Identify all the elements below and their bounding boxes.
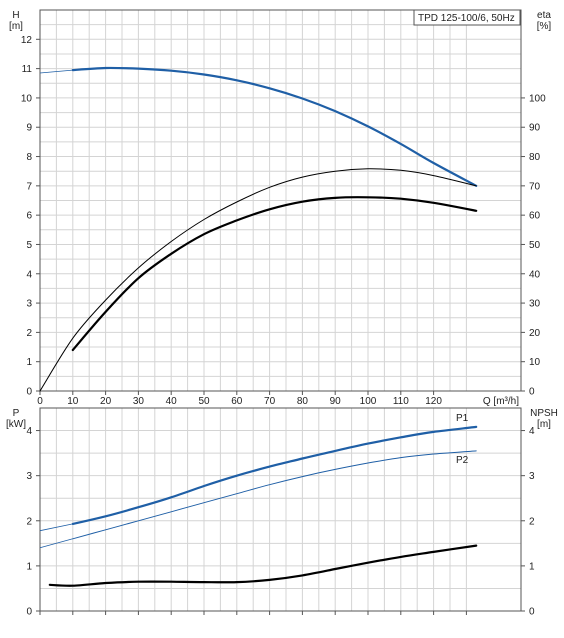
title-box-frame: [413, 9, 521, 26]
y-left-tick-label: 2: [26, 516, 32, 527]
y-left-axis-title: H: [12, 10, 19, 21]
y-right-tick-label: 90: [529, 123, 541, 134]
y-right-tick-label: 10: [529, 357, 541, 368]
x-tick-label: 50: [198, 396, 210, 407]
y-right-tick-label: 4: [529, 426, 535, 437]
y-left-tick-label: 1: [26, 561, 32, 572]
x-tick-label: 70: [264, 396, 276, 407]
y-left-tick-label: 9: [26, 123, 32, 134]
series-line-top-1: [71, 66, 478, 187]
x-tick-label: 0: [37, 396, 43, 407]
series-label-p2: P2: [456, 455, 469, 466]
x-tick-label: 120: [425, 396, 442, 407]
y-right-axis-unit: [m]: [537, 419, 551, 430]
y-right-tick-label: 20: [529, 328, 541, 339]
y-right-tick-label: 80: [529, 152, 541, 163]
y-right-tick-label: 70: [529, 181, 541, 192]
y-left-axis-title: P: [13, 408, 20, 419]
y-left-tick-label: 12: [21, 35, 33, 46]
series-line-top-2: [39, 168, 477, 392]
y-left-tick-label: 7: [26, 181, 32, 192]
x-tick-label: 30: [133, 396, 145, 407]
plot-frame: [39, 9, 522, 392]
x-tick-label: 40: [166, 396, 178, 407]
y-right-axis-unit: [%]: [537, 21, 552, 32]
x-tick-label: 90: [330, 396, 342, 407]
y-left-axis-unit: [m]: [9, 21, 23, 32]
title-box: TPD 125-100/6, 50Hz: [413, 9, 521, 26]
plot-frame: [39, 407, 522, 612]
y-right-tick-label: 2: [529, 516, 535, 527]
x-tick-label: 10: [67, 396, 79, 407]
series-line-bottom-2: [72, 450, 477, 540]
y-left-tick-label: 5: [26, 240, 32, 251]
x-axis-label: Q [m³/h]: [483, 396, 519, 407]
y-left-tick-label: 8: [26, 152, 32, 163]
y-left-tick-label: 3: [26, 471, 32, 482]
y-left-tick-label: 11: [22, 64, 33, 75]
y-right-tick-label: 30: [529, 299, 541, 310]
y-left-tick-label: 3: [26, 299, 32, 310]
x-tick-label: 100: [360, 396, 377, 407]
y-left-tick-label: 2: [26, 328, 32, 339]
y-right-tick-label: 100: [529, 93, 546, 104]
y-right-tick-label: 0: [529, 387, 535, 398]
x-tick-label: 60: [231, 396, 243, 407]
y-left-tick-label: 4: [26, 269, 32, 280]
y-right-axis-title: NPSH: [530, 408, 558, 419]
y-right-tick-label: 3: [529, 471, 535, 482]
series-lead-in: [39, 538, 73, 549]
y-right-tick-label: 50: [529, 240, 541, 251]
y-left-tick-label: 6: [26, 211, 32, 222]
y-left-axis-unit: [kW]: [6, 419, 26, 430]
series-line-top-3: [71, 196, 478, 352]
x-tick-label: 80: [297, 396, 309, 407]
y-right-tick-label: 60: [529, 211, 541, 222]
series-label-p1: P1: [456, 413, 469, 424]
y-left-tick-label: 10: [21, 93, 33, 104]
y-right-axis-title: eta: [537, 10, 551, 21]
series-line-bottom-3: [48, 544, 478, 587]
series-lead-in: [39, 69, 73, 74]
series-line-bottom-1: [71, 425, 478, 525]
y-left-tick-label: 1: [26, 357, 32, 368]
title-box-text: TPD 125-100/6, 50Hz: [418, 13, 515, 24]
y-right-tick-label: 0: [529, 607, 535, 618]
x-tick-label: 110: [393, 396, 409, 407]
y-left-tick-label: 0: [26, 387, 32, 398]
y-left-tick-label: 0: [26, 607, 32, 618]
y-right-tick-label: 40: [529, 269, 541, 280]
y-left-tick-label: 4: [26, 426, 32, 437]
y-right-tick-label: 1: [529, 561, 535, 572]
x-tick-label: 20: [100, 396, 112, 407]
series-lead-in: [39, 523, 73, 532]
